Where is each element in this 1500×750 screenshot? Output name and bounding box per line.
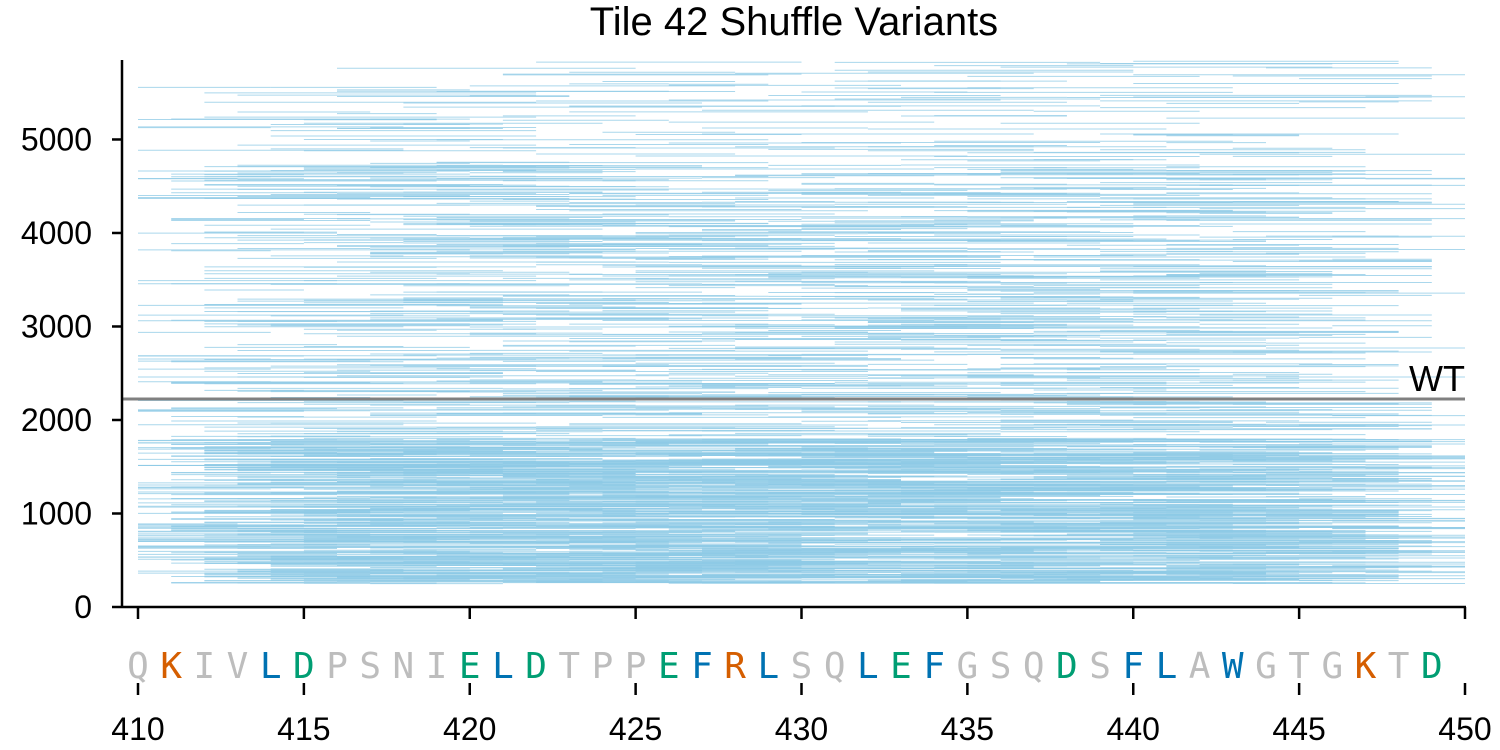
sequence-letter: E — [658, 646, 680, 687]
sequence-letter: L — [857, 646, 879, 687]
sequence-letter: Q — [1023, 646, 1045, 687]
sequence-letter: L — [757, 646, 779, 687]
sequence-letter: L — [260, 646, 282, 687]
sequence-letter: S — [1089, 646, 1111, 687]
sequence-letter: I — [194, 646, 216, 687]
sequence-letter: S — [359, 646, 381, 687]
x-tick-label: 430 — [775, 711, 828, 747]
y-tick-label: 4000 — [21, 215, 92, 251]
sequence-letter: E — [459, 646, 481, 687]
sequence-letter: G — [1321, 646, 1343, 687]
sequence-letter: T — [1388, 646, 1410, 687]
sequence-letter: P — [592, 646, 614, 687]
x-tick-label: 440 — [1107, 711, 1160, 747]
chart-title: Tile 42 Shuffle Variants — [590, 0, 998, 44]
sequence-letter: V — [227, 646, 249, 687]
sequence-letter: P — [326, 646, 348, 687]
sequence-letter: F — [691, 646, 713, 687]
x-tick-label: 420 — [443, 711, 496, 747]
sequence-letter: D — [1056, 646, 1078, 687]
sequence-letter: Q — [824, 646, 846, 687]
sequence-letter: D — [1421, 646, 1443, 687]
sequence-letter: F — [923, 646, 945, 687]
y-tick-label: 3000 — [21, 308, 92, 344]
sequence-letter: R — [724, 646, 746, 687]
sequence-letter: F — [1122, 646, 1144, 687]
variant-segments — [138, 60, 1465, 585]
sequence-letter: D — [525, 646, 547, 687]
sequence-letter: W — [1222, 646, 1244, 687]
sequence-letter: L — [492, 646, 514, 687]
sequence-letter: Q — [127, 646, 149, 687]
y-tick-label: 5000 — [21, 121, 92, 157]
x-tick-label: 450 — [1438, 711, 1491, 747]
y-tick-label: 0 — [74, 589, 92, 625]
sequence-letter: L — [1156, 646, 1178, 687]
sequence-letter: K — [160, 646, 182, 687]
y-tick-label: 1000 — [21, 495, 92, 531]
x-tick-label: 415 — [277, 711, 330, 747]
x-tick-label: 445 — [1272, 711, 1325, 747]
sequence-letter: T — [558, 646, 580, 687]
axes: 0 1000 2000 3000 4000 5000 410 415 420 425 430 435 4… — [21, 60, 1492, 747]
x-tick-label: 425 — [609, 711, 662, 747]
sequence-letter: S — [791, 646, 813, 687]
sequence-letter: P — [625, 646, 647, 687]
sequence-letter: D — [293, 646, 315, 687]
sequence-letter: I — [426, 646, 448, 687]
sequence-letter: N — [393, 646, 415, 687]
sequence-letter: K — [1355, 646, 1377, 687]
sequence-letter: G — [957, 646, 979, 687]
x-tick-label: 435 — [941, 711, 994, 747]
y-tick-label: 2000 — [21, 402, 92, 438]
sequence-letter: G — [1255, 646, 1277, 687]
sequence-letter: T — [1288, 646, 1310, 687]
sequence-letter: E — [890, 646, 912, 687]
sequence-letter: S — [990, 646, 1012, 687]
sequence-letter: A — [1189, 646, 1211, 687]
wt-reference-label: WT — [1409, 358, 1465, 399]
reference-line-group: WT — [122, 358, 1465, 401]
x-tick-label: 410 — [111, 711, 164, 747]
